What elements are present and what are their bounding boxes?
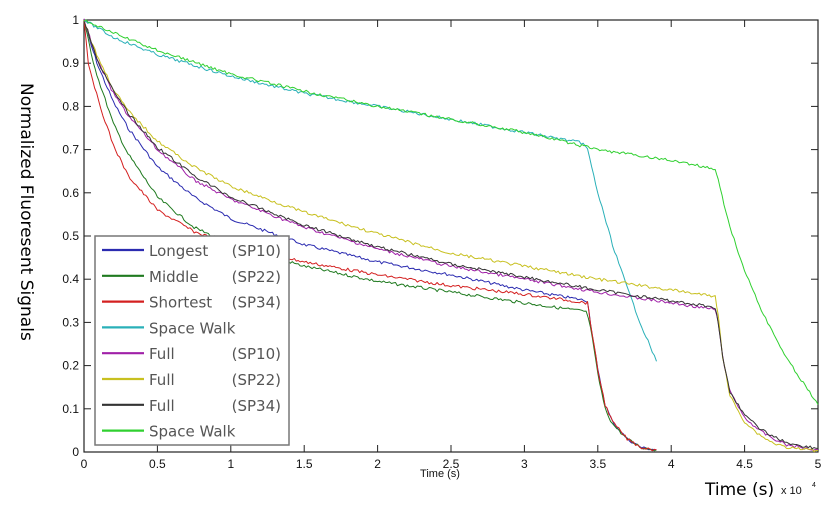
series-line-6 bbox=[83, 20, 819, 453]
legend-label: Full bbox=[149, 345, 175, 363]
legend-tag: (SP34) bbox=[232, 294, 281, 312]
x-tick-label: 3 bbox=[521, 457, 528, 471]
legend-label: Middle bbox=[149, 268, 199, 286]
series-line-5 bbox=[83, 18, 819, 451]
y-tick-label: 0.4 bbox=[62, 272, 79, 286]
series-line-4 bbox=[84, 20, 657, 362]
y-tick-label: 1 bbox=[72, 13, 79, 27]
x-axis-label: Time (s) bbox=[420, 468, 460, 480]
x-tick-label: 0 bbox=[81, 457, 88, 471]
series-line-8 bbox=[83, 19, 819, 405]
x-tick-label: 4.5 bbox=[736, 457, 753, 471]
y-tick-label: 0.3 bbox=[62, 315, 79, 329]
y-axis: 0 0.1 0.2 0.3 0.4 0.5 0.6 0.7 0.8 0.9 1 bbox=[62, 13, 818, 459]
x-tick-label: 5 bbox=[815, 457, 822, 471]
legend: Longest (SP10) Middle (SP22) Shortest (SP34) S… bbox=[94, 235, 290, 446]
legend-tag: (SP10) bbox=[232, 242, 281, 260]
y-tick-label: 0.1 bbox=[62, 402, 79, 416]
legend-label: Full bbox=[149, 371, 175, 389]
y-axis-label: Normalized Fluoresent Signals bbox=[16, 83, 36, 341]
legend-tag: (SP34) bbox=[232, 397, 281, 415]
x-tick-label: 0.5 bbox=[149, 457, 166, 471]
x-axis-label-overlay: Time (s) bbox=[704, 480, 774, 500]
x-axis: 0 0.5 1 1.5 2 2.5 3 3.5 4 4.5 5 bbox=[81, 20, 822, 471]
x-exponent-power: 4 bbox=[812, 482, 816, 489]
x-exponent-label: x 10 bbox=[781, 485, 802, 497]
x-tick-label: 1.5 bbox=[296, 457, 313, 471]
x-tick-label: 3.5 bbox=[589, 457, 606, 471]
legend-label: Space Walk bbox=[149, 319, 236, 337]
legend-label: Space Walk bbox=[149, 423, 236, 441]
x-tick-label: 1 bbox=[227, 457, 234, 471]
x-tick-label: 4 bbox=[668, 457, 675, 471]
series-line-1 bbox=[83, 19, 657, 451]
series-line-3 bbox=[83, 20, 657, 452]
x-tick-label: 2 bbox=[374, 457, 381, 471]
y-tick-label: 0.6 bbox=[62, 186, 79, 200]
y-tick-label: 0 bbox=[72, 445, 79, 459]
y-tick-label: 0.5 bbox=[62, 229, 79, 243]
y-tick-label: 0.7 bbox=[62, 143, 79, 157]
legend-tag: (SP22) bbox=[232, 371, 281, 389]
series-line-2 bbox=[83, 20, 657, 452]
legend-box bbox=[94, 235, 290, 446]
legend-label: Longest bbox=[149, 242, 208, 260]
series-layer bbox=[83, 18, 819, 453]
legend-label: Full bbox=[149, 397, 175, 415]
legend-label: Shortest bbox=[149, 294, 212, 312]
legend-tag: (SP22) bbox=[232, 268, 281, 286]
x-tick-label: 2.5 bbox=[443, 457, 460, 471]
y-tick-label: 0.2 bbox=[62, 359, 79, 373]
y-tick-label: 0.9 bbox=[62, 56, 79, 70]
legend-tag: (SP10) bbox=[232, 345, 281, 363]
series-line-7 bbox=[83, 20, 819, 450]
y-tick-label: 0.8 bbox=[62, 99, 79, 113]
